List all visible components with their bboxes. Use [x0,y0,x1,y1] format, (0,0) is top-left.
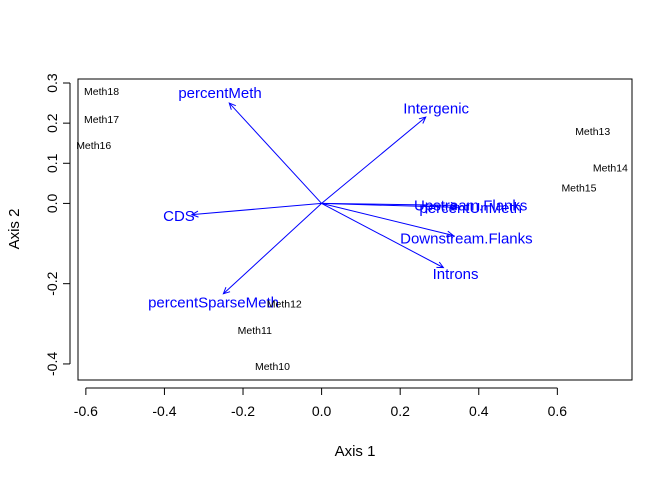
vector-arrow [191,202,322,216]
vector-arrowhead [450,203,459,211]
y-tick-label: 0.2 [44,113,60,133]
plot-frame [77,78,633,381]
loading-vectors: percentMethIntergenicUpstream.Flanksperc… [148,85,533,312]
x-axis: -0.6 -0.4 -0.2 0.0 0.2 0.4 0.6 [74,387,568,419]
vector-label: percentSparseMeth [148,295,279,312]
y-tick-label: 0.1 [44,153,60,173]
point-label: Meth14 [593,162,628,174]
y-tick-label: -0.2 [44,271,60,295]
x-tick-label: 0.6 [548,403,568,419]
vector-label: percentUnMeth [419,200,522,217]
vector-arrow [321,202,454,237]
x-axis-title: Axis 1 [335,443,376,460]
vector-arrow [228,102,322,204]
vector-label: Introns [433,266,479,283]
point-label: Meth16 [76,140,111,152]
y-tick-label: 0.3 [44,73,60,93]
vector-arrowhead [418,116,427,124]
vector-label: percentMeth [178,85,261,102]
vector-arrowhead [222,287,231,295]
vector-arrow [321,202,458,208]
x-tick-label: -0.4 [152,403,176,419]
y-axis: -0.4 -0.2 0.0 0.1 0.2 0.3 [44,73,71,376]
y-tick-label: -0.4 [44,352,60,376]
point-label: Meth10 [255,361,290,373]
x-tick-label: -0.6 [74,403,98,419]
point-label: Meth11 [238,325,272,337]
vector-arrow [223,203,322,295]
vector-arrowhead [436,261,445,269]
point-label: Meth12 [267,299,302,311]
sample-points: Meth18 Meth17 Meth16 Meth13 Meth14 Meth15 Meth… [76,86,628,373]
x-tick-label: -0.2 [231,403,255,419]
x-tick-label: 0.4 [469,403,489,419]
vector-label: Intergenic [403,100,469,117]
point-label: Meth17 [84,114,119,126]
x-tick-label: 0.2 [390,403,410,419]
point-label: Meth15 [561,182,596,194]
vector-label: Downstream.Flanks [400,231,533,248]
x-tick-label: 0.0 [312,403,332,419]
vector-arrowhead [190,210,199,218]
vector-arrowhead [446,230,455,238]
vector-arrow [321,202,444,269]
vector-label: Upstream.Flanks [414,198,527,215]
vector-arrow [321,116,427,204]
vector-label: CDS [163,208,195,225]
point-label: Meth18 [84,86,119,98]
vector-arrowhead [228,102,236,110]
point-label: Meth13 [575,126,610,138]
y-axis-title: Axis 2 [6,209,23,250]
y-tick-label: 0.0 [44,193,60,213]
